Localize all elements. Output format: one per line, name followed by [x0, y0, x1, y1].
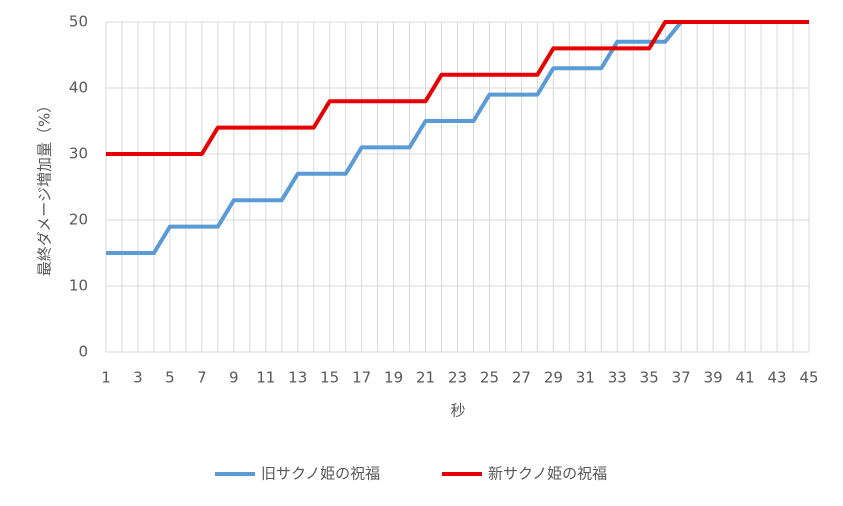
- x-tick-label: 21: [416, 369, 435, 387]
- y-tick-label: 50: [69, 13, 88, 31]
- y-axis-title: 最終ダメージ増加量（%）: [36, 98, 54, 277]
- x-tick-label: 29: [544, 369, 563, 387]
- x-tick-label: 45: [799, 369, 818, 387]
- y-tick-label: 40: [69, 79, 88, 97]
- x-tick-label: 37: [672, 369, 691, 387]
- y-tick-label: 0: [78, 343, 88, 361]
- x-tick-label: 39: [704, 369, 723, 387]
- x-tick-label: 31: [576, 369, 595, 387]
- y-tick-label: 20: [69, 211, 88, 229]
- x-tick-label: 15: [320, 369, 339, 387]
- x-tick-label: 3: [133, 369, 143, 387]
- series-line: [106, 20, 809, 156]
- x-tick-label: 23: [448, 369, 467, 387]
- x-tick-label: 43: [767, 369, 786, 387]
- x-tick-label: 33: [608, 369, 627, 387]
- x-tick-label: 5: [165, 369, 175, 387]
- x-tick-label: 13: [288, 369, 307, 387]
- x-tick-label: 11: [256, 369, 275, 387]
- x-tick-label: 35: [640, 369, 659, 387]
- x-tick-label: 19: [384, 369, 403, 387]
- x-tick-label: 25: [480, 369, 499, 387]
- legend-label: 新サクノ姫の祝福: [488, 465, 607, 483]
- y-tick-label: 10: [69, 277, 88, 295]
- x-tick-label: 9: [229, 369, 239, 387]
- x-tick-label: 7: [197, 369, 207, 387]
- x-tick-label: 17: [352, 369, 371, 387]
- y-tick-label: 30: [69, 145, 88, 163]
- legend-label: 旧サクノ姫の祝福: [261, 465, 380, 483]
- x-tick-label: 1: [101, 369, 111, 387]
- x-axis-title: 秒: [450, 402, 465, 420]
- x-tick-label: 27: [512, 369, 531, 387]
- x-tick-label: 41: [736, 369, 755, 387]
